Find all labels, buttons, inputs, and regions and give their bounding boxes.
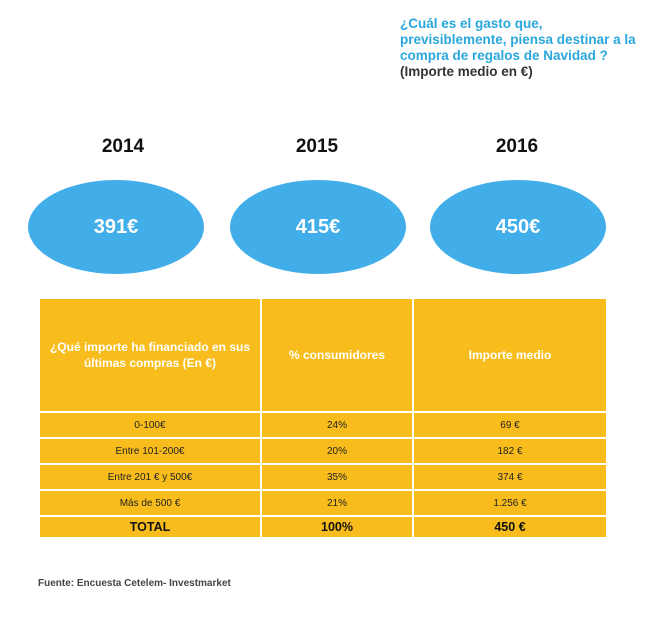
cell-range: Más de 500 € <box>38 489 262 517</box>
cell-percent: 35% <box>260 463 414 491</box>
question-subtitle: (Importe medio en €) <box>400 64 533 79</box>
amount-value: 391€ <box>93 215 139 238</box>
cell-range: Entre 201 € y 500€ <box>38 463 262 491</box>
table-header-row: ¿Qué importe ha financiado en sus última… <box>38 297 608 413</box>
source-note: Fuente: Encuesta Cetelem- Investmarket <box>38 578 231 589</box>
amount-value: 415€ <box>295 215 341 238</box>
cell-range: Entre 101-200€ <box>38 437 262 465</box>
cell-percent: 21% <box>260 489 414 517</box>
cell-amount: 374 € <box>412 463 608 491</box>
table-row: Más de 500 € 21% 1.256 € <box>38 489 608 517</box>
table-row: 0-100€ 24% 69 € <box>38 411 608 439</box>
financing-table: ¿Qué importe ha financiado en sus última… <box>38 297 608 539</box>
header-consumers: % consumidores <box>260 297 414 413</box>
year-label-2014: 2014 <box>101 136 145 157</box>
cell-amount: 182 € <box>412 437 608 465</box>
question-line: ¿Cuál es el gasto que, <box>400 16 543 31</box>
header-amount-range: ¿Qué importe ha financiado en sus última… <box>38 297 262 413</box>
total-percent: 100% <box>260 515 414 539</box>
question-line: previsiblemente, piensa destinar a la <box>400 32 636 47</box>
cell-amount: 1.256 € <box>412 489 608 517</box>
cell-range: 0-100€ <box>38 411 262 439</box>
year-label-2015: 2015 <box>295 136 339 157</box>
amount-bubble-2015: 415€ <box>230 180 406 274</box>
table-total-row: TOTAL 100% 450 € <box>38 515 608 539</box>
question-line: compra de regalos de Navidad ? <box>400 48 608 63</box>
cell-percent: 24% <box>260 411 414 439</box>
survey-question: ¿Cuál es el gasto que, previsiblemente, … <box>400 16 645 80</box>
amount-bubble-2014: 391€ <box>28 180 204 274</box>
total-label: TOTAL <box>38 515 262 539</box>
total-amount: 450 € <box>412 515 608 539</box>
amount-value: 450€ <box>495 215 541 238</box>
cell-percent: 20% <box>260 437 414 465</box>
table-row: Entre 201 € y 500€ 35% 374 € <box>38 463 608 491</box>
amount-bubble-2016: 450€ <box>430 180 606 274</box>
cell-amount: 69 € <box>412 411 608 439</box>
year-label-2016: 2016 <box>495 136 539 157</box>
table-row: Entre 101-200€ 20% 182 € <box>38 437 608 465</box>
header-average-amount: Importe medio <box>412 297 608 413</box>
